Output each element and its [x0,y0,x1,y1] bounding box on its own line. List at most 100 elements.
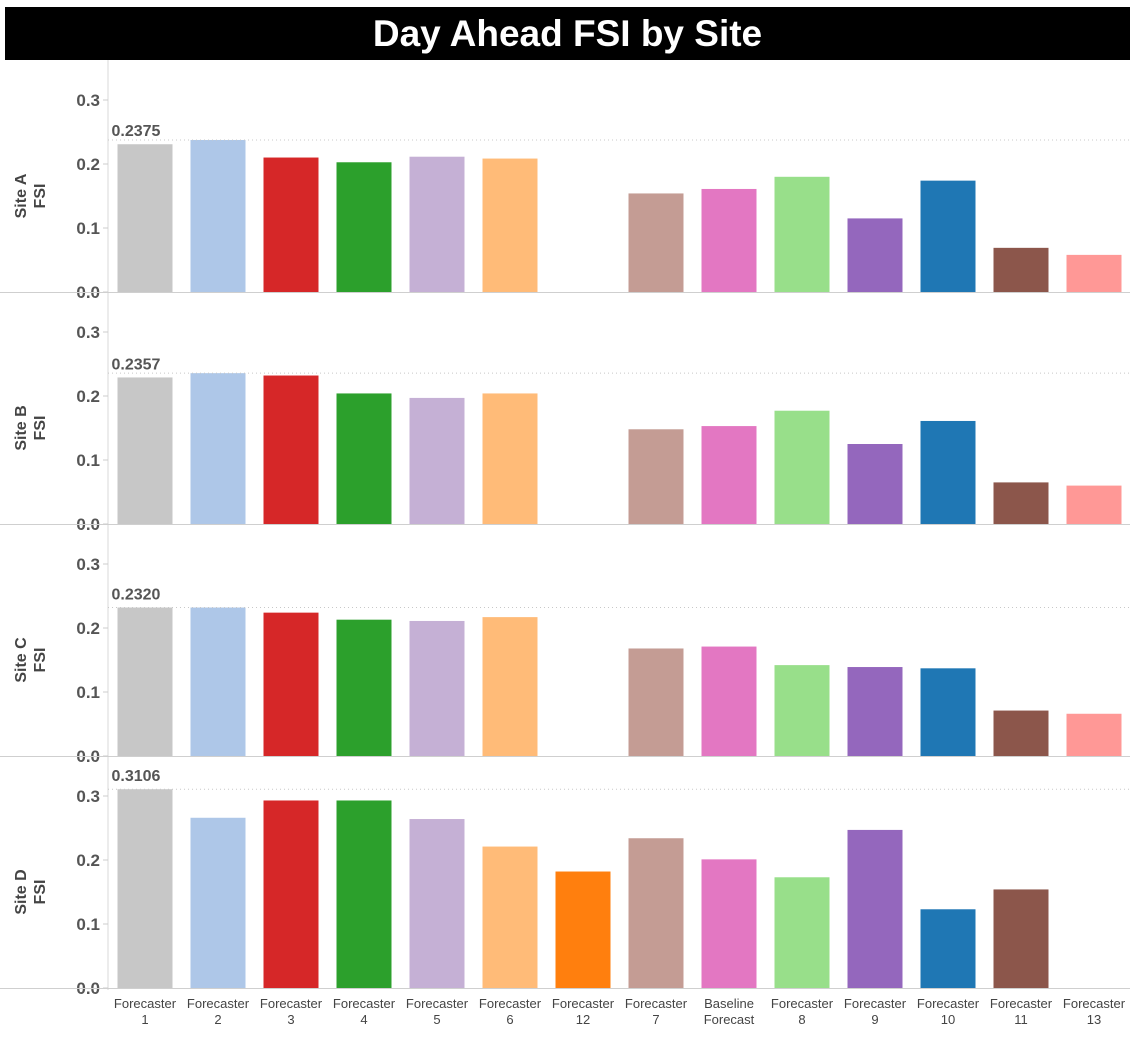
x-tick-label-line: Forecaster [844,996,907,1011]
panel-y-axis-label: Site D FSI [13,869,49,914]
y-tick-label: 0.1 [76,683,100,702]
x-tick-label-line: Forecaster [771,996,834,1011]
bar [190,373,246,524]
bar [482,617,538,756]
bar [774,176,830,292]
bar [847,444,903,524]
x-tick-label: Baseline Forecast [704,996,755,1027]
x-tick-label: Forecaster 13 [1063,996,1126,1027]
bar [190,607,246,756]
x-tick-label-line: 10 [941,1012,955,1027]
bar [993,710,1049,756]
panel-y-axis-label: Site A FSI [13,173,49,218]
y-tick-label: 0.2 [76,387,100,406]
x-tick-label: Forecaster 6 [479,996,542,1027]
chart-title: Day Ahead FSI by Site [372,13,763,54]
bar [336,619,392,756]
x-tick-label-line: Forecaster [552,996,615,1011]
x-tick-label-line: Forecaster [917,996,980,1011]
panel-y-axis-label-line: FSI [32,184,49,209]
x-tick-label-line: 9 [871,1012,878,1027]
x-tick-label-line: Forecaster [406,996,469,1011]
x-tick-label-line: 7 [652,1012,659,1027]
x-tick-label-line: 2 [214,1012,221,1027]
x-tick-label-line: Forecaster [333,996,396,1011]
bar [336,162,392,292]
x-tick-label-line: Forecaster [479,996,542,1011]
bar [774,665,830,756]
bar [482,393,538,524]
bar [190,140,246,292]
x-tick-label-line: 3 [287,1012,294,1027]
panel-y-axis-label: Site C FSI [13,637,49,683]
x-tick-label-line: 13 [1087,1012,1101,1027]
x-tick-label-line: Forecaster [1063,996,1126,1011]
bar [409,397,465,524]
panel-y-axis-label-line: Site D [13,869,30,914]
bar [701,646,757,756]
bar [628,193,684,292]
bar [482,846,538,988]
bar [993,482,1049,524]
data-label: 0.2320 [112,587,161,604]
y-tick-label: 0.1 [76,219,100,238]
x-tick-label-line: Baseline [704,996,754,1011]
bar [409,156,465,292]
bar [920,180,976,292]
y-tick-label: 0.1 [76,915,100,934]
bar [920,420,976,524]
x-tick-label-line: 12 [576,1012,590,1027]
data-label: 0.2357 [112,356,161,373]
x-tick-label-line: Forecaster [260,996,323,1011]
bar [336,800,392,988]
x-tick-label: Forecaster 1 [114,996,177,1027]
bar [263,157,319,292]
x-tick-label: Forecaster 2 [187,996,250,1027]
bar [117,789,173,988]
panel-y-axis-label-line: FSI [32,880,49,905]
bar [847,667,903,756]
y-tick-label: 0.3 [76,91,100,110]
x-tick-label-line: 4 [360,1012,367,1027]
x-tick-label-line: Forecast [704,1012,755,1027]
bar [336,393,392,524]
x-tick-label: Forecaster 10 [917,996,980,1027]
panel-y-axis-label-line: Site C [13,637,30,683]
bar [117,607,173,756]
x-tick-label-line: 1 [141,1012,148,1027]
bar [993,889,1049,988]
bar [1066,254,1122,292]
bar [409,819,465,988]
bar [701,426,757,524]
panel-y-axis-label-line: Site A [13,173,30,218]
bar [701,859,757,988]
bar [628,429,684,524]
bar [628,838,684,988]
x-tick-label-line: 8 [798,1012,805,1027]
bar [993,247,1049,292]
bar [409,620,465,756]
bar [774,877,830,988]
bar [117,144,173,292]
panel-y-axis-label-line: Site B [13,405,30,450]
x-tick-label: Forecaster 4 [333,996,396,1027]
bar [263,800,319,988]
x-tick-label: Forecaster 3 [260,996,323,1027]
data-label: 0.3106 [112,768,161,785]
bar [847,218,903,292]
bar [263,612,319,756]
bar [1066,713,1122,756]
x-tick-label: Forecaster 11 [990,996,1053,1027]
bar [263,375,319,524]
x-tick-label-line: 11 [1014,1012,1028,1027]
bar [555,871,611,988]
x-tick-label: Forecaster 12 [552,996,615,1027]
x-tick-label-line: Forecaster [187,996,250,1011]
y-tick-label: 0.2 [76,619,100,638]
panel-y-axis-label-line: FSI [32,648,49,673]
chart-title-bar: Day Ahead FSI by Site [5,7,1130,60]
x-tick-label: Forecaster 9 [844,996,907,1027]
x-tick-label: Forecaster 8 [771,996,834,1027]
y-tick-label: 0.3 [76,323,100,342]
